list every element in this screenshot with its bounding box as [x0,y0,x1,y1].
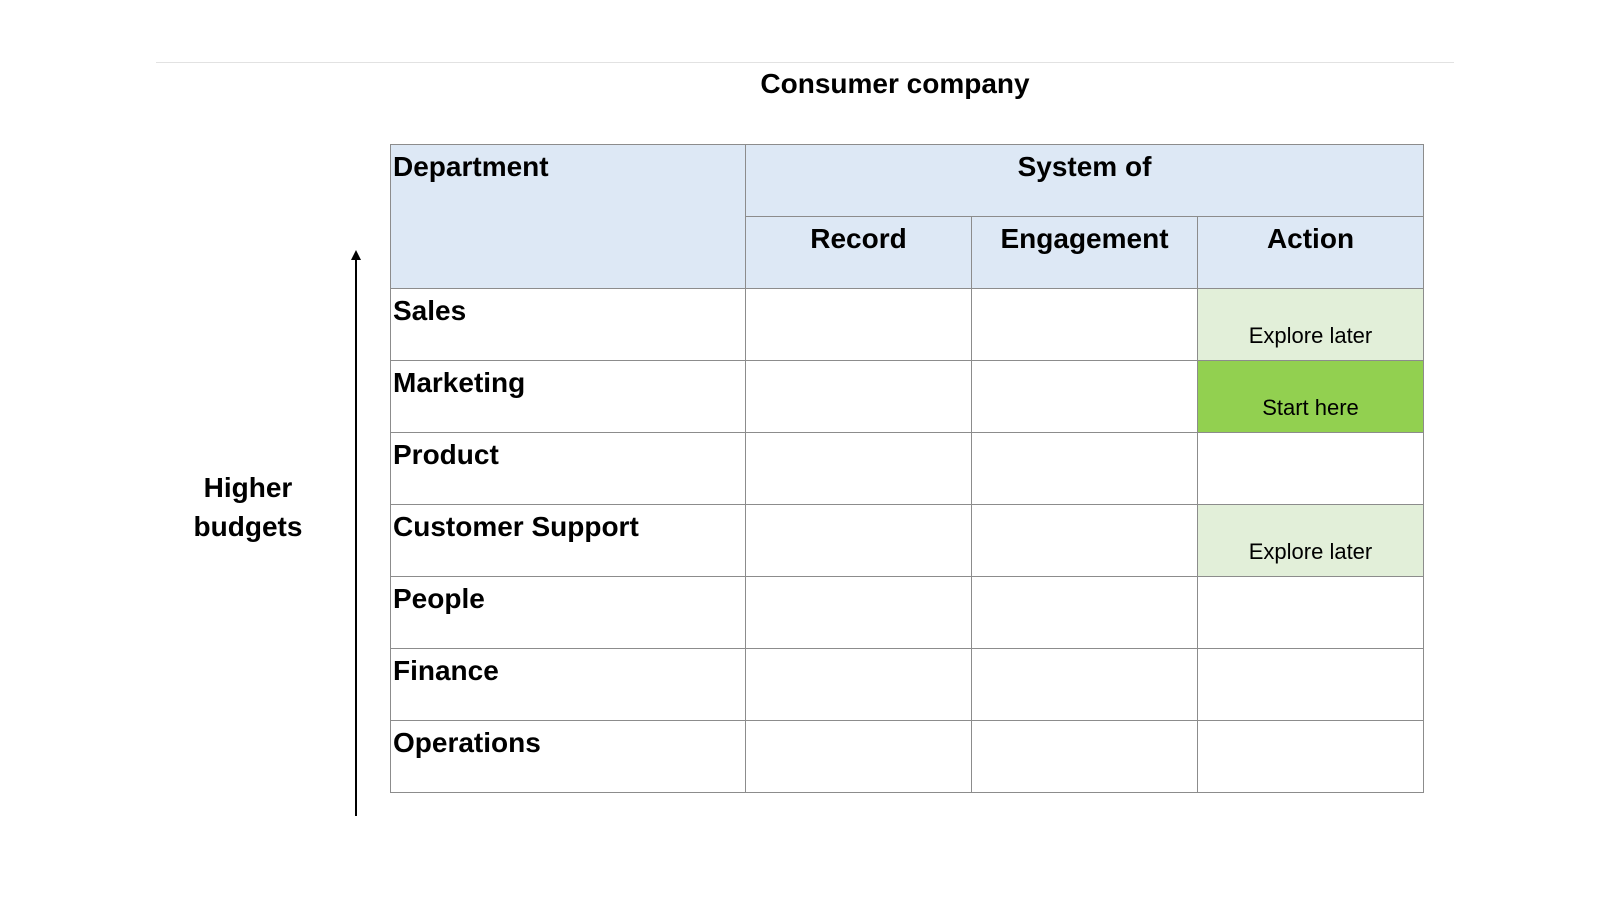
top-divider [156,62,1454,63]
table-row: People [390,576,1424,649]
cell-action [1197,720,1424,793]
cell-record [745,504,972,577]
table-row: Sales Explore later [390,288,1424,361]
row-label-customer-support: Customer Support [390,504,746,577]
row-label-marketing: Marketing [390,360,746,433]
page-title: Consumer company [760,68,1030,99]
cell-engagement [971,432,1198,505]
row-label-product: Product [390,432,746,505]
row-label-sales: Sales [390,288,746,361]
axis-label: Higher budgets [193,472,303,542]
column-header-engagement: Engagement [971,216,1198,289]
table-row: Product [390,432,1424,505]
cell-action-explore-later: Explore later [1197,288,1424,361]
cell-record [745,648,972,721]
arrow-up-icon [351,250,361,260]
table-row: Finance [390,648,1424,721]
cell-record [745,576,972,649]
system-of-header: System of [745,144,1424,217]
axis-arrow-line [355,258,357,816]
cell-action-start-here: Start here [1197,360,1424,433]
cell-record [745,432,972,505]
cell-engagement [971,648,1198,721]
cell-record [745,720,972,793]
cell-engagement [971,504,1198,577]
column-header-record: Record [745,216,972,289]
header-row-top: Department System of [390,144,1424,289]
department-system-matrix: Department System of Record Engagement A… [390,144,1424,793]
cell-engagement [971,360,1198,433]
column-header-action: Action [1197,216,1424,289]
row-label-finance: Finance [390,648,746,721]
row-label-operations: Operations [390,720,746,793]
cell-engagement [971,576,1198,649]
cell-action [1197,648,1424,721]
table-row: Operations [390,720,1424,793]
table-row: Customer Support Explore later [390,504,1424,577]
cell-action-explore-later: Explore later [1197,504,1424,577]
cell-engagement [971,288,1198,361]
cell-engagement [971,720,1198,793]
department-header: Department [390,144,746,289]
cell-record [745,288,972,361]
cell-record [745,360,972,433]
cell-action [1197,576,1424,649]
header-row-sub: Record Engagement Action [391,216,1424,289]
table-row: Marketing Start here [390,360,1424,433]
cell-action [1197,432,1424,505]
row-label-people: People [390,576,746,649]
